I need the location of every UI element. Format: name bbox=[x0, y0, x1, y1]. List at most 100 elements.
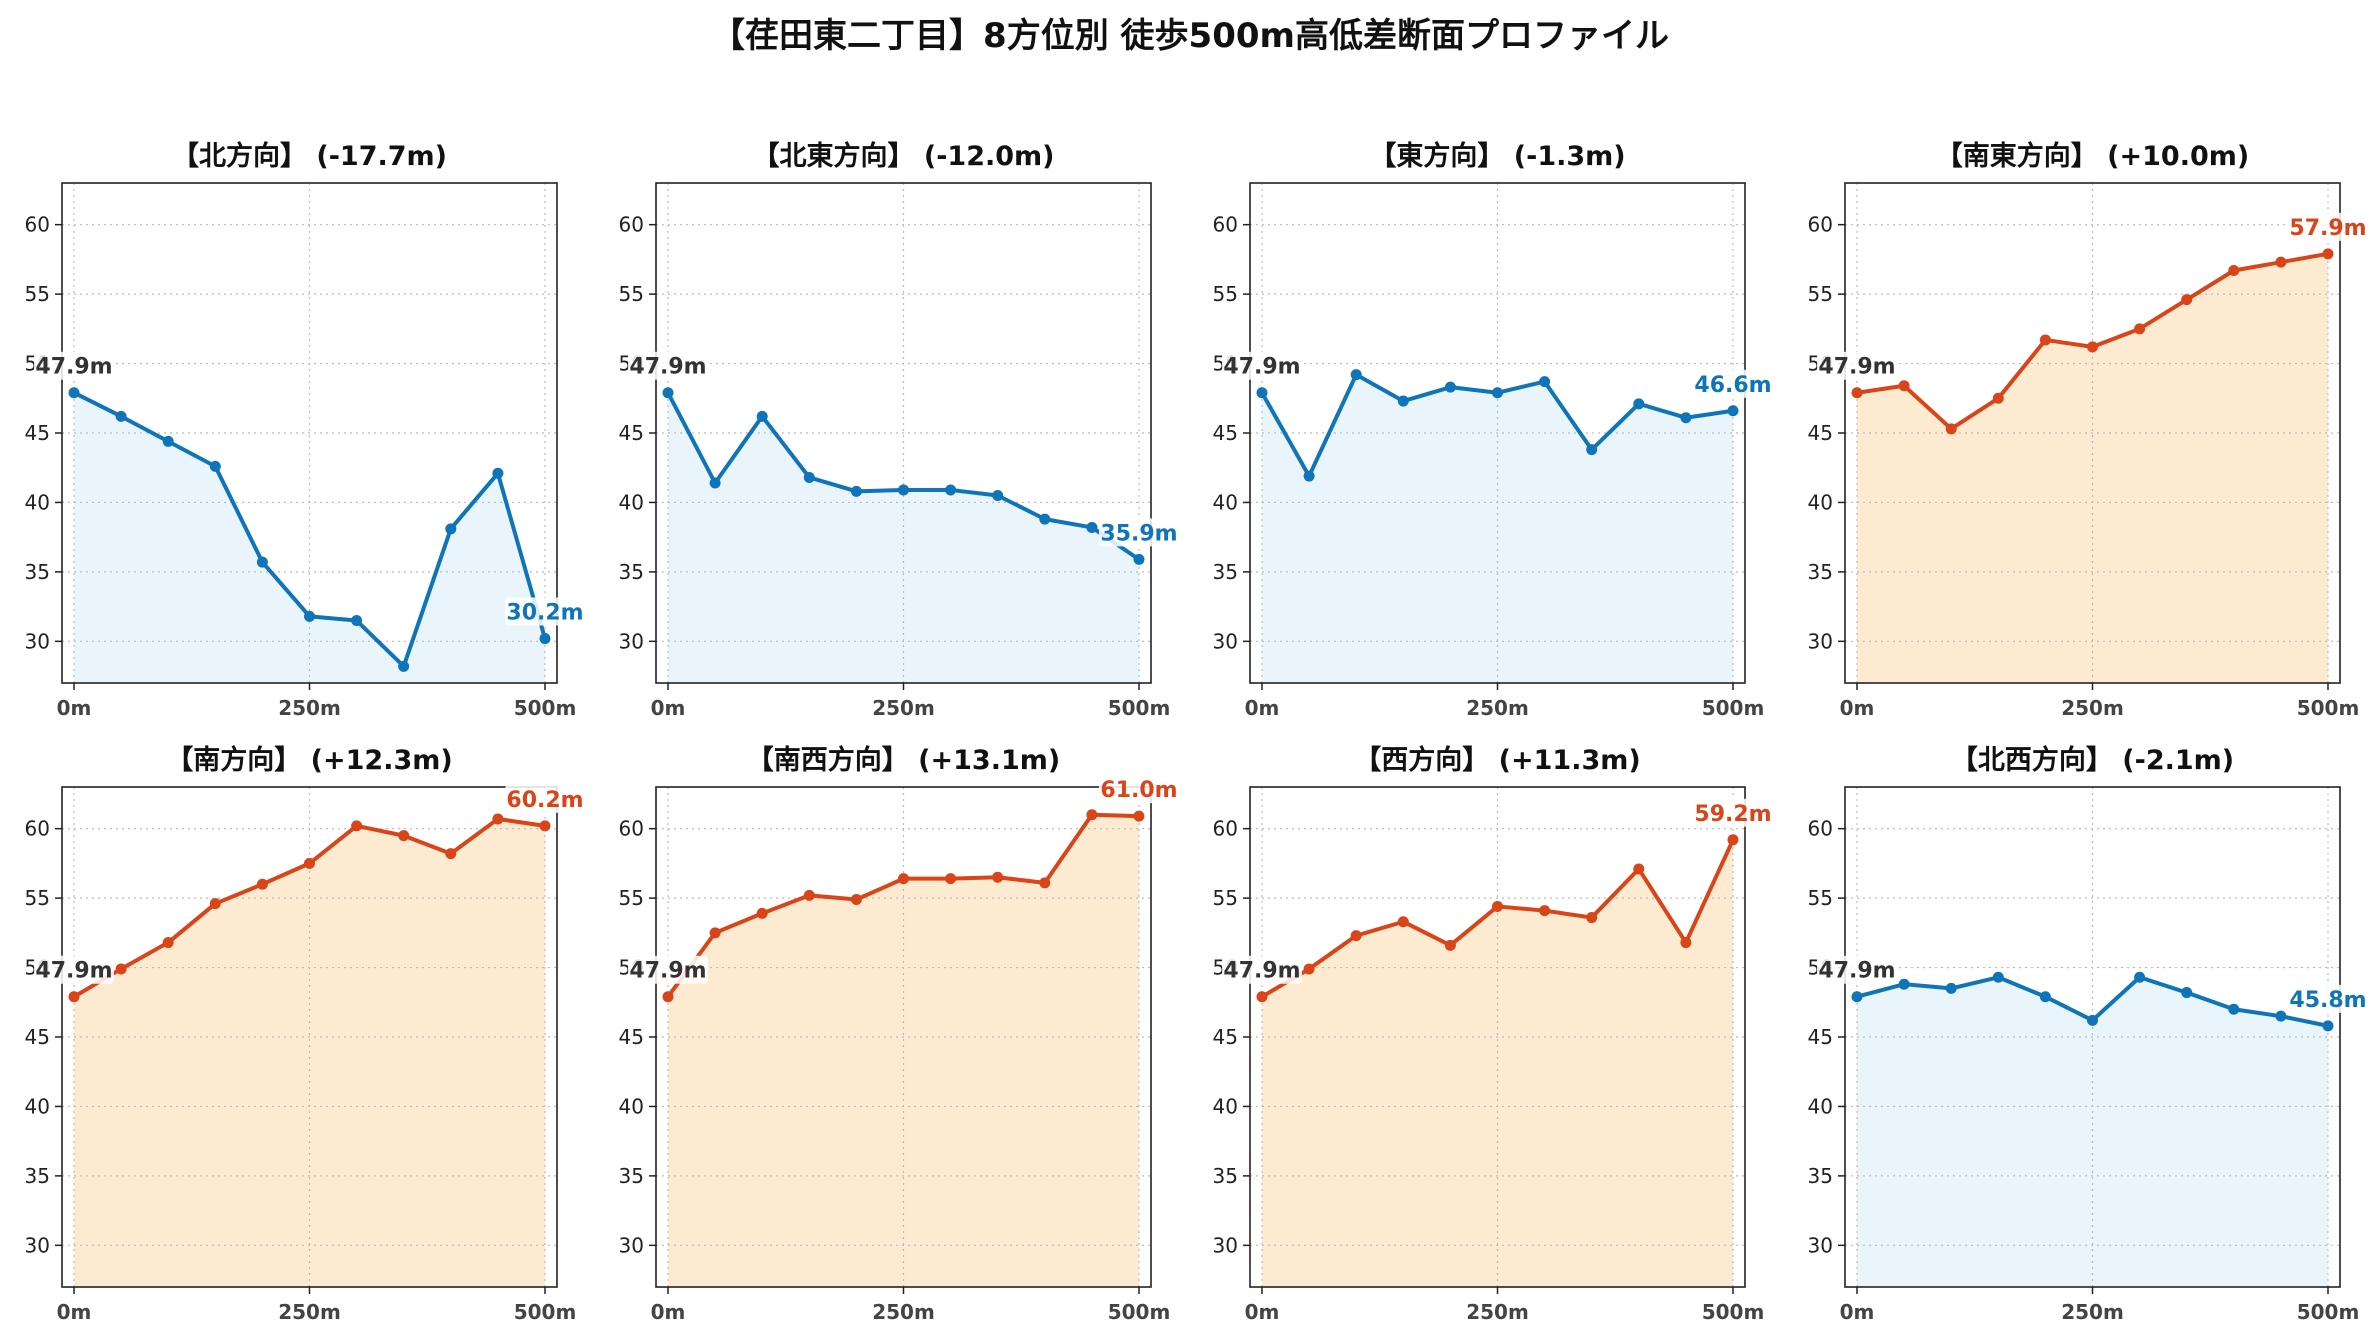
y-tick-label: 55 bbox=[619, 282, 644, 306]
panel-title: 【南方向】 (+12.3m) bbox=[166, 744, 452, 776]
data-point bbox=[1444, 939, 1456, 951]
y-tick-label: 30 bbox=[1213, 629, 1238, 653]
x-tick-label: 0m bbox=[1245, 696, 1280, 720]
y-tick-label: 30 bbox=[25, 1233, 50, 1257]
end-label: 46.6m bbox=[1694, 373, 1771, 398]
data-point bbox=[709, 927, 721, 939]
y-tick-label: 35 bbox=[1808, 1164, 1833, 1188]
end-label-bg bbox=[1693, 369, 1773, 398]
start-label: 47.9m bbox=[35, 959, 112, 984]
y-tick-label: 60 bbox=[619, 213, 644, 237]
x-tick-label: 500m bbox=[514, 696, 577, 720]
area-fill bbox=[1857, 253, 2328, 684]
y-tick-label: 35 bbox=[25, 1164, 50, 1188]
start-label-bg bbox=[628, 955, 708, 984]
start-label-bg bbox=[1817, 955, 1897, 984]
y-tick-label: 60 bbox=[25, 213, 50, 237]
y-tick-label: 35 bbox=[1213, 560, 1238, 584]
x-tick-label: 250m bbox=[1466, 1300, 1529, 1324]
data-point bbox=[1397, 395, 1409, 407]
end-label-bg bbox=[1693, 798, 1773, 827]
area-fill bbox=[668, 814, 1139, 1287]
data-point bbox=[492, 467, 504, 479]
data-point bbox=[1444, 381, 1456, 393]
data-point bbox=[1303, 963, 1315, 975]
data-point bbox=[2228, 1003, 2240, 1015]
x-tick-label: 250m bbox=[872, 1300, 935, 1324]
panel-title: 【東方向】 (-1.3m) bbox=[1369, 140, 1625, 172]
data-point bbox=[351, 820, 363, 832]
end-label-bg bbox=[505, 597, 585, 626]
y-tick-label: 60 bbox=[1213, 213, 1238, 237]
data-point bbox=[256, 556, 268, 568]
area-fill bbox=[1262, 374, 1733, 683]
data-point bbox=[492, 813, 504, 825]
y-tick-label: 30 bbox=[619, 1233, 644, 1257]
panel-7: 【北西方向】 (-2.1m)303540455055600m250m500m47… bbox=[1808, 744, 2368, 1324]
panel-0: 【北方向】 (-17.7m)303540455055600m250m500m47… bbox=[25, 140, 585, 720]
x-tick-label: 0m bbox=[1840, 1300, 1875, 1324]
data-point bbox=[68, 387, 80, 399]
data-point bbox=[1256, 991, 1268, 1003]
plot-frame bbox=[61, 786, 558, 1288]
data-point bbox=[1945, 982, 1957, 994]
y-tick-label: 55 bbox=[25, 282, 50, 306]
data-point bbox=[992, 490, 1004, 501]
y-tick-label: 45 bbox=[619, 421, 644, 445]
data-point bbox=[398, 660, 410, 672]
data-point bbox=[2228, 265, 2240, 276]
figure-title: 【荏田東二丁目】8方位別 徒歩500m高低差断面プロファイル bbox=[711, 16, 1669, 56]
panel-title: 【南西方向】 (+13.1m) bbox=[747, 744, 1060, 776]
end-label: 61.0m bbox=[1100, 778, 1177, 803]
panel-title: 【北方向】 (-17.7m) bbox=[172, 140, 447, 172]
end-label-bg bbox=[505, 784, 585, 813]
data-point bbox=[1633, 398, 1645, 410]
data-point bbox=[1992, 392, 2004, 404]
panel-title: 【西方向】 (+11.3m) bbox=[1354, 744, 1640, 776]
data-point bbox=[1898, 978, 1910, 990]
data-point bbox=[945, 873, 957, 885]
data-point bbox=[803, 471, 815, 483]
y-tick-label: 30 bbox=[619, 629, 644, 653]
y-tick-label: 40 bbox=[1808, 1094, 1833, 1118]
start-label: 47.9m bbox=[629, 355, 706, 380]
data-point bbox=[115, 963, 127, 975]
start-label-bg bbox=[34, 955, 114, 984]
start-label: 47.9m bbox=[1223, 355, 1300, 380]
y-tick-label: 35 bbox=[619, 1164, 644, 1188]
plot-frame bbox=[1844, 182, 2341, 684]
y-tick-label: 35 bbox=[619, 560, 644, 584]
y-tick-label: 55 bbox=[619, 886, 644, 910]
data-point bbox=[209, 460, 221, 472]
y-tick-label: 55 bbox=[1808, 282, 1833, 306]
data-point bbox=[2275, 256, 2287, 268]
x-tick-label: 250m bbox=[278, 696, 341, 720]
data-point bbox=[2181, 294, 2193, 306]
data-point bbox=[1133, 810, 1145, 822]
y-tick-label: 40 bbox=[619, 490, 644, 514]
data-point bbox=[1039, 877, 1051, 889]
end-label-bg bbox=[1099, 518, 1179, 547]
x-tick-label: 250m bbox=[278, 1300, 341, 1324]
data-point bbox=[709, 477, 721, 489]
y-tick-label: 60 bbox=[25, 817, 50, 841]
y-tick-label: 35 bbox=[1808, 560, 1833, 584]
data-point bbox=[2322, 248, 2334, 260]
area-fill bbox=[1857, 977, 2328, 1287]
data-point bbox=[756, 907, 768, 919]
data-point bbox=[1086, 809, 1098, 821]
data-point bbox=[1680, 937, 1692, 949]
data-point bbox=[445, 848, 457, 860]
x-tick-label: 0m bbox=[57, 1300, 92, 1324]
data-point bbox=[2134, 323, 2146, 335]
plot-frame bbox=[655, 786, 1152, 1288]
y-tick-label: 60 bbox=[1808, 213, 1833, 237]
x-tick-label: 0m bbox=[57, 696, 92, 720]
x-tick-label: 500m bbox=[1702, 1300, 1765, 1324]
plot-frame bbox=[655, 182, 1152, 684]
end-label-bg bbox=[2288, 212, 2368, 241]
data-point bbox=[803, 889, 815, 901]
data-point bbox=[662, 991, 674, 1003]
panel-title: 【北東方向】 (-12.0m) bbox=[752, 140, 1054, 172]
